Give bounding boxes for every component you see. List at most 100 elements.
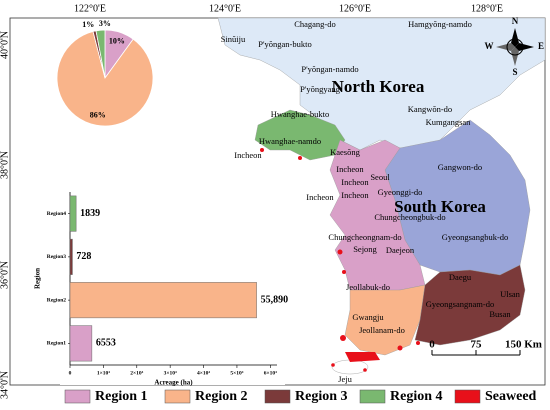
- legend-swatch: [454, 389, 481, 404]
- bar-value-label: 55,890: [261, 294, 289, 305]
- region-2-area: [344, 284, 426, 356]
- legend-label: Region 4: [390, 389, 443, 404]
- lat-label: 40°0'N: [0, 31, 10, 59]
- x-axis-label: Acreage (ha): [154, 379, 193, 387]
- x-tick-label: 3×10⁴: [164, 370, 177, 376]
- x-tick-label: 0: [69, 370, 72, 376]
- compass-letter: S: [512, 67, 517, 77]
- bar: [69, 282, 257, 319]
- seaweed: [363, 368, 367, 372]
- lon-label: 122°0'E: [74, 3, 106, 14]
- lon-label: 128°0'E: [471, 3, 503, 14]
- landmass: [217, 17, 546, 375]
- scale-label: 150 Km: [505, 339, 542, 351]
- lat-label: 38°0'N: [0, 151, 10, 179]
- place-label: Incheon: [341, 177, 369, 187]
- place-label: Daejeon: [386, 245, 415, 255]
- compass-letter: E: [538, 41, 544, 51]
- place-label: Incheon: [306, 192, 334, 202]
- place-label: Sejong: [353, 244, 377, 254]
- region-3-area: [414, 264, 526, 346]
- place-label: Chungcheongbuk-do: [374, 212, 445, 222]
- north-arrow: [496, 28, 534, 66]
- scale-bar: [431, 350, 521, 356]
- place-label: Sinŭiju: [221, 34, 246, 44]
- place-label: Gyeongsangbuk-do: [442, 232, 509, 242]
- scale-label: 75: [471, 339, 483, 351]
- place-label: Hwanghae-namdo: [259, 136, 321, 146]
- place-label: Incheon: [341, 190, 369, 200]
- place-label: Hamgyŏng-namdo: [408, 19, 472, 29]
- place-label: Jeollabuk-do: [346, 282, 390, 292]
- country-label: South Korea: [394, 197, 486, 216]
- lat-label: 34°0'N: [0, 371, 10, 399]
- legend-swatch: [359, 389, 386, 404]
- y-tick-label: Region1: [47, 341, 67, 347]
- place-label: P'yŏngan-bukto: [258, 39, 311, 49]
- seaweed-areas: [260, 148, 420, 372]
- place-label: Kangwŏn-do: [408, 104, 452, 114]
- legend-swatch: [164, 389, 191, 404]
- place-label: Incheon: [234, 150, 262, 160]
- place-label: Kaesŏng: [330, 147, 360, 157]
- legend-label: Region 2: [195, 389, 248, 404]
- place-label: Busan: [489, 309, 511, 319]
- seaweed: [397, 345, 403, 351]
- bar: [69, 325, 93, 362]
- place-label: P'yŏngyang: [300, 84, 341, 94]
- lon-label: 124°0'E: [209, 3, 241, 14]
- bar-value-label: 728: [76, 251, 91, 262]
- place-label: Incheon: [336, 164, 364, 174]
- arrow-south: [511, 47, 519, 66]
- place-label: Hwanghae-bukto: [271, 109, 330, 119]
- seaweed: [345, 352, 380, 362]
- seaweed: [298, 156, 302, 160]
- place-label: Jeju: [338, 374, 352, 384]
- x-tick-label: 6×10⁴: [264, 370, 277, 376]
- compass-letter: N: [512, 16, 519, 26]
- bar: [69, 195, 77, 232]
- y-axis-label: Region: [34, 268, 42, 289]
- lat-label: 36°0'N: [0, 261, 10, 289]
- place-label: Gangwon-do: [438, 162, 482, 172]
- seaweed: [416, 341, 420, 345]
- bar-value-label: 6553: [96, 338, 116, 349]
- x-tick-label: 5×10⁴: [230, 370, 243, 376]
- pie-slice: [95, 29, 106, 79]
- x-tick-label: 1×10⁴: [97, 370, 110, 376]
- y-tick-label: Region3: [47, 254, 67, 260]
- jeju-island: [331, 359, 369, 375]
- place-label: Chagang-do: [294, 19, 336, 29]
- place-label: Gyeongsangnam-do: [426, 299, 494, 309]
- legend-label: Seaweed: [485, 389, 537, 404]
- pie-label: 10%: [109, 36, 125, 45]
- seaweed: [340, 335, 346, 341]
- seaweed: [337, 249, 343, 255]
- place-label: Kumgangsan: [426, 117, 472, 127]
- arrow-west: [496, 43, 515, 51]
- dynamic-layer: 122°0'E 124°0'E 126°0'E 128°0'E 40°0'N 38°0'N…: [0, 3, 544, 404]
- x-tick-label: 4×10⁴: [197, 370, 210, 376]
- pie-slice: [56, 31, 154, 127]
- place-label: Daegu: [449, 272, 472, 282]
- x-tick-label: 2×10⁴: [130, 370, 143, 376]
- seaweed: [260, 148, 264, 152]
- place-label: Seoul: [370, 172, 390, 182]
- place-label: Ulsan: [500, 289, 521, 299]
- y-tick-label: Region4: [47, 211, 67, 217]
- bar-value-label: 1839: [80, 208, 100, 219]
- arrow-east: [515, 43, 534, 51]
- compass-letter: W: [485, 41, 494, 51]
- legend-label: Region 1: [95, 389, 148, 404]
- place-label: P'yŏngan-namdo: [301, 64, 358, 74]
- pie-label: 3%: [99, 19, 111, 28]
- scale-label: 0: [429, 339, 435, 351]
- pie-label: 1%: [82, 20, 94, 29]
- arrow-north: [511, 28, 519, 47]
- place-label: Jeollanam-do: [359, 325, 405, 335]
- north-korea: [217, 17, 546, 151]
- legend-label: Region 3: [295, 389, 348, 404]
- place-label: Gyeonggi-do: [378, 187, 423, 197]
- seaweed: [342, 270, 346, 274]
- seaweed: [331, 363, 335, 367]
